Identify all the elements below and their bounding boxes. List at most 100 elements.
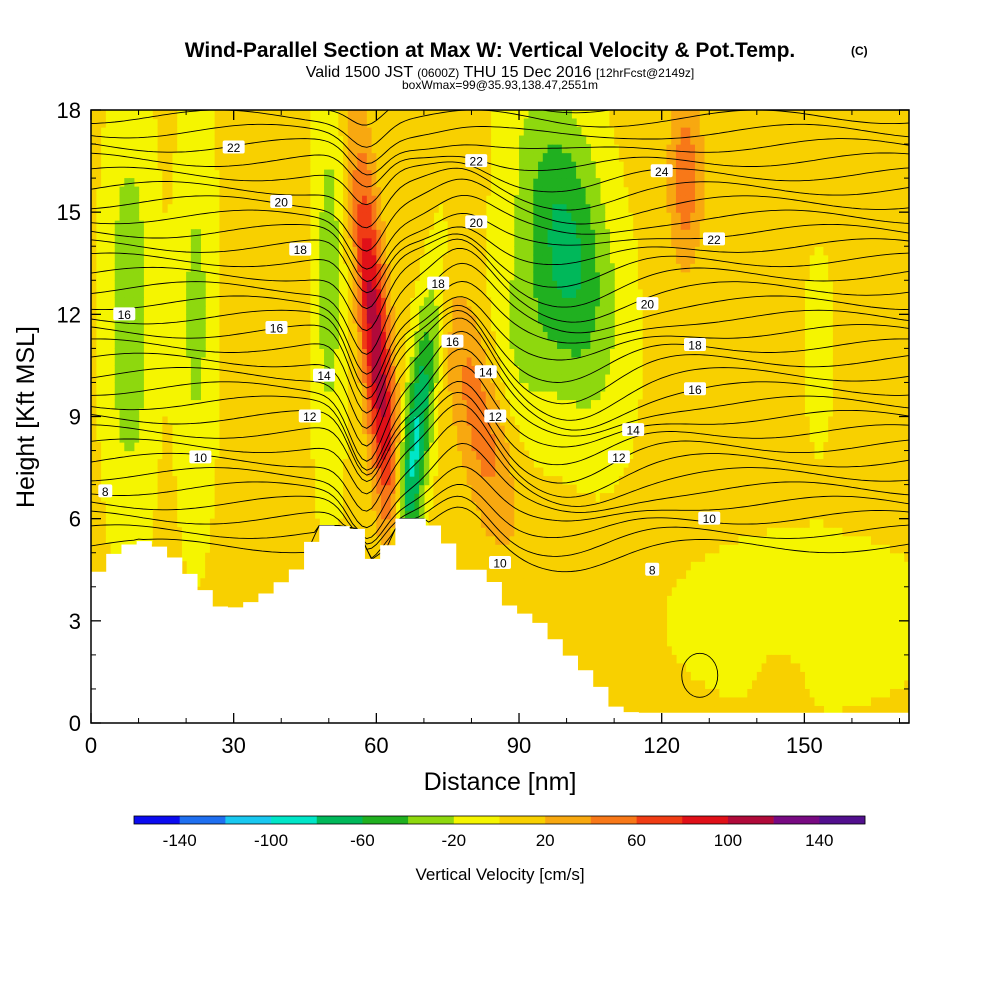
- velocity-cell: [385, 390, 392, 401]
- velocity-cell: [381, 178, 387, 188]
- velocity-cell: [328, 246, 335, 256]
- velocity-cell: [404, 144, 411, 154]
- velocity-cell: [266, 237, 273, 247]
- velocity-cell: [219, 305, 225, 315]
- velocity-cell: [247, 271, 254, 281]
- velocity-cell: [190, 314, 197, 324]
- velocity-cell: [129, 416, 135, 426]
- velocity-cell: [376, 169, 382, 179]
- velocity-cell: [452, 484, 458, 494]
- velocity-cell: [385, 484, 392, 494]
- velocity-cell: [243, 246, 249, 256]
- velocity-cell: [414, 195, 420, 205]
- velocity-cell: [243, 476, 249, 486]
- velocity-cell: [466, 518, 473, 528]
- velocity-cell: [438, 110, 444, 120]
- velocity-cell: [243, 501, 249, 511]
- velocity-cell: [385, 237, 392, 247]
- velocity-cell: [347, 450, 354, 460]
- velocity-cell: [300, 339, 306, 349]
- velocity-cell: [247, 144, 254, 154]
- velocity-cell: [138, 305, 144, 315]
- velocity-cell: [295, 229, 301, 239]
- velocity-cell: [157, 501, 163, 511]
- velocity-cell: [381, 118, 387, 128]
- velocity-cell: [357, 186, 363, 196]
- velocity-cell: [95, 442, 102, 452]
- velocity-cell: [495, 390, 501, 401]
- velocity-cell: [423, 425, 430, 435]
- velocity-cell: [281, 416, 287, 426]
- velocity-cell: [371, 127, 377, 137]
- velocity-cell: [357, 476, 363, 486]
- velocity-cell: [362, 416, 368, 426]
- velocity-cell: [352, 254, 358, 264]
- velocity-cell: [480, 390, 487, 401]
- velocity-cell: [366, 237, 373, 247]
- velocity-cell: [371, 518, 377, 528]
- velocity-cell: [452, 467, 458, 477]
- velocity-cell: [100, 552, 106, 562]
- velocity-cell: [224, 544, 230, 554]
- velocity-cell: [238, 552, 244, 562]
- velocity-cell: [238, 280, 244, 290]
- velocity-cell: [404, 407, 411, 418]
- velocity-cell: [466, 484, 473, 494]
- velocity-cell: [504, 578, 511, 588]
- velocity-cell: [271, 127, 278, 137]
- velocity-cell: [490, 442, 496, 452]
- velocity-cell: [457, 314, 463, 324]
- velocity-cell: [295, 459, 301, 469]
- velocity-cell: [490, 382, 496, 392]
- velocity-cell: [409, 373, 415, 384]
- velocity-cell: [252, 476, 259, 486]
- velocity-cell: [233, 586, 240, 596]
- velocity-cell: [162, 459, 168, 469]
- velocity-cell: [480, 527, 487, 537]
- velocity-cell: [228, 569, 235, 579]
- velocity-cell: [157, 135, 163, 145]
- velocity-cell: [457, 203, 463, 213]
- velocity-cell: [343, 476, 349, 486]
- velocity-cell: [395, 314, 401, 324]
- velocity-cell: [295, 271, 301, 281]
- velocity-cell: [371, 271, 377, 281]
- velocity-cell: [257, 339, 263, 349]
- velocity-cell: [476, 356, 482, 367]
- velocity-cell: [171, 535, 178, 545]
- velocity-cell: [519, 280, 525, 290]
- velocity-cell: [129, 331, 135, 341]
- velocity-cell: [461, 518, 468, 528]
- velocity-cell: [347, 373, 354, 384]
- velocity-cell: [357, 152, 363, 162]
- velocity-cell: [190, 365, 197, 375]
- velocity-cell: [528, 110, 534, 120]
- velocity-cell: [438, 118, 444, 128]
- velocity-cell: [343, 212, 349, 222]
- velocity-cell: [457, 510, 463, 520]
- velocity-cell: [519, 373, 525, 384]
- velocity-cell: [281, 110, 287, 120]
- velocity-cell: [257, 356, 263, 367]
- velocity-cell: [447, 280, 454, 290]
- velocity-cell: [381, 339, 387, 349]
- velocity-cell: [376, 544, 382, 554]
- velocity-cell: [409, 263, 415, 273]
- velocity-cell: [504, 459, 511, 469]
- velocity-cell: [385, 373, 392, 384]
- velocity-cell: [243, 535, 249, 545]
- velocity-cell: [281, 484, 287, 494]
- velocity-cell: [91, 373, 97, 384]
- velocity-cell: [409, 237, 415, 247]
- velocity-cell: [262, 339, 268, 349]
- velocity-cell: [452, 127, 458, 137]
- velocity-cell: [219, 186, 225, 196]
- velocity-cell: [366, 493, 373, 503]
- velocity-cell: [100, 110, 106, 120]
- velocity-cell: [523, 161, 530, 171]
- velocity-cell: [376, 161, 382, 171]
- velocity-cell: [528, 339, 534, 349]
- velocity-cell: [381, 382, 387, 392]
- velocity-cell: [409, 365, 415, 375]
